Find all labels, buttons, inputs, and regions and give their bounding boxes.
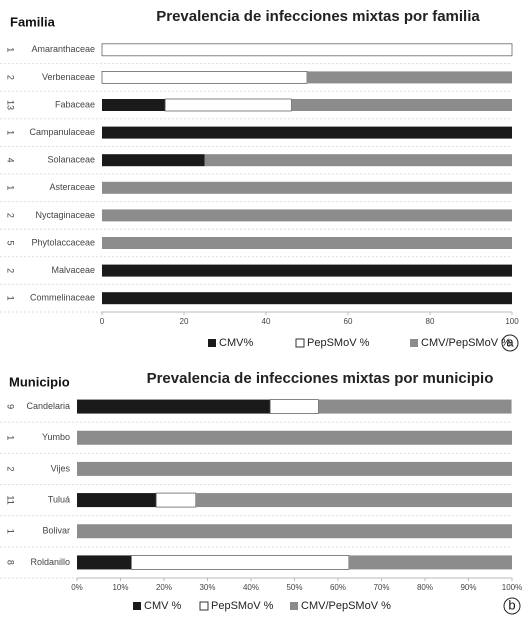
x-tick-label: 100 [505,317,519,326]
count-label: 2 [6,466,16,471]
count-label: 1 [6,435,16,440]
legend-swatch [133,602,141,610]
category-label: Tuluá [48,494,70,504]
count-label: 2 [6,213,16,218]
legend-label: CMV/PepSMoV % [301,600,391,612]
bar-segment [102,264,512,277]
count-label: 1 [6,130,16,135]
x-tick-label: 60% [330,583,346,592]
legend-swatch [208,339,216,347]
x-tick-label: 60 [344,317,353,326]
category-label: Commelinaceae [30,293,95,303]
chart-title: Prevalencia de infecciones mixtas por fa… [156,8,480,25]
count-label: 4 [6,158,16,163]
category-label: Yumbo [42,432,70,442]
category-label: Amaranthaceae [31,44,95,54]
bar-segment [204,154,512,167]
x-tick-label: 100% [502,583,522,592]
bar-segment [318,399,512,414]
panel-badge [503,597,521,615]
bar-segment [77,524,512,539]
bar-segment [269,399,319,414]
legend-label: PepSMoV % [211,600,274,612]
legend-label: CMV % [144,600,182,612]
y-axis-label: Familia [10,14,56,29]
count-label: 1 [6,185,16,190]
legend-label: PepSMoV % [307,337,370,349]
legend-label: CMV% [219,337,253,349]
category-label: Campanulaceae [29,127,95,137]
count-label: 1 [6,296,16,301]
chart-title: Prevalencia de infecciones mixtas por mu… [147,370,494,387]
legend-swatch [295,338,305,348]
category-label: Malvaceae [51,265,95,275]
bar-segment [102,209,512,222]
category-label: Solanaceae [47,155,95,165]
bar-segment [102,126,512,139]
bar-segment [77,493,157,508]
bar-segment [348,555,512,570]
category-label: Nyctaginaceae [35,210,95,220]
count-label: 5 [6,240,16,245]
bar-segment [102,237,512,249]
bar-segment [101,43,513,57]
y-axis-label: Municipio [9,374,70,389]
bar-segment [77,555,132,570]
x-tick-label: 70% [373,583,389,592]
count-label: 2 [6,268,16,273]
count-label: 13 [6,100,16,110]
x-tick-label: 0 [100,317,105,326]
category-label: Verbenaceae [42,72,95,82]
bar-segment [77,399,271,414]
bar-segment [155,492,197,508]
x-tick-label: 90% [460,583,476,592]
bar-segment [77,430,512,445]
panel-label: b [508,597,515,612]
category-label: Roldanillo [30,557,70,567]
x-tick-label: 40 [262,317,271,326]
x-tick-label: 0% [71,583,83,592]
bar-segment [77,461,512,476]
count-label: 1 [6,47,16,52]
category-label: Vijes [51,463,71,473]
count-label: 9 [6,404,16,409]
x-tick-label: 20% [156,583,172,592]
x-tick-label: 30% [199,583,215,592]
legend-swatch [199,601,209,611]
bar-segment [130,555,350,570]
bar-segment [195,493,512,508]
legend-swatch [410,339,418,347]
category-label: Bolivar [42,526,70,536]
bar-segment [101,71,308,84]
bar-segment [291,99,512,111]
bar-segment [102,181,512,194]
bar-segment [102,99,166,111]
count-label: 8 [6,560,16,565]
category-label: Asteraceae [49,182,95,192]
legend-label: CMV/PepSMoV % [421,337,511,349]
x-tick-label: 40% [243,583,259,592]
bar-segment [102,292,512,305]
panel-label: a [506,334,514,349]
x-tick-label: 50% [286,583,302,592]
bar-segment [102,154,205,167]
count-label: 11 [6,495,16,504]
x-tick-label: 80% [417,583,433,592]
bar-segment [164,98,292,112]
category-label: Candelaria [26,401,70,411]
count-label: 2 [6,75,16,80]
x-tick-label: 10% [112,583,128,592]
x-tick-label: 20 [180,317,189,326]
category-label: Fabaceae [55,99,95,109]
x-tick-label: 80 [426,317,435,326]
count-label: 1 [6,529,16,534]
category-label: Phytolaccaceae [31,237,95,247]
panel-badge [501,334,519,352]
bar-segment [307,71,512,84]
legend-swatch [290,602,298,610]
